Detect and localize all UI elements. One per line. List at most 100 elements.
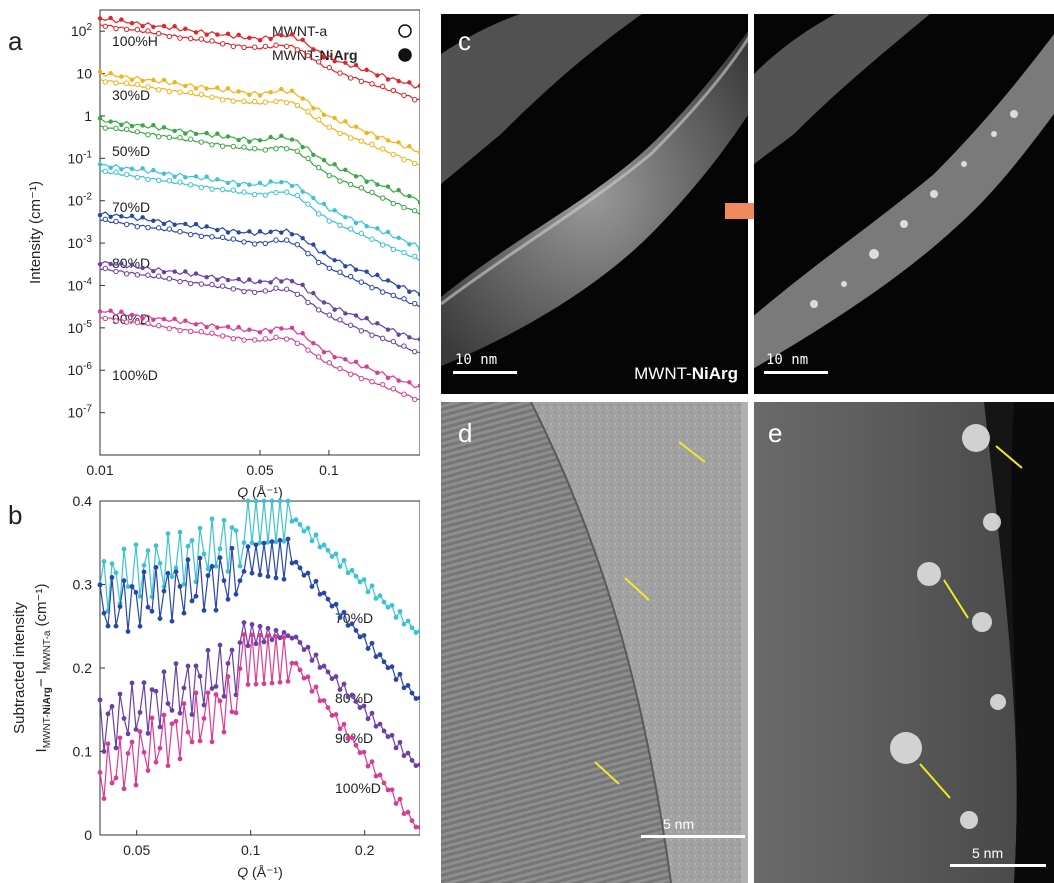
data-point: [417, 149, 420, 155]
data-point: [225, 230, 231, 235]
data-point: [277, 679, 283, 685]
data-point: [257, 93, 263, 98]
data-point: [134, 26, 141, 33]
data-point: [140, 265, 145, 271]
data-point: [345, 694, 351, 700]
data-point: [249, 621, 255, 627]
data-point: [261, 681, 267, 687]
data-point: [332, 258, 337, 263]
data-point: [189, 739, 195, 745]
data-point: [245, 544, 251, 549]
series-line-open: [99, 317, 420, 401]
data-point: [397, 796, 403, 802]
data-point: [204, 324, 209, 330]
data-point: [409, 818, 415, 824]
data-point: [233, 591, 239, 597]
data-point: [219, 41, 226, 47]
data-point: [166, 226, 173, 232]
data-point: [251, 191, 258, 198]
data-point: [209, 94, 215, 100]
data-point: [193, 174, 199, 179]
data-point: [411, 396, 418, 403]
data-point: [129, 584, 135, 589]
data-point: [215, 227, 220, 233]
data-point: [134, 272, 141, 278]
data-point: [113, 623, 119, 629]
data-point: [262, 288, 269, 294]
data-point: [177, 756, 183, 762]
data-point: [189, 598, 195, 604]
data-point: [411, 300, 418, 307]
data-point: [329, 676, 335, 682]
data-point: [230, 335, 237, 342]
data-point: [221, 578, 227, 584]
data-point: [358, 279, 365, 285]
data-point: [337, 178, 343, 184]
data-point: [165, 701, 171, 706]
data-point: [219, 234, 226, 241]
data-point: [209, 516, 215, 522]
data-point: [396, 332, 401, 337]
data-point: [123, 80, 130, 86]
data-point: [301, 675, 307, 681]
data-point: [215, 32, 220, 37]
data-point: [379, 289, 386, 295]
data-point: [113, 169, 119, 175]
data-point: [197, 525, 203, 531]
data-point: [417, 246, 420, 252]
data-point: [377, 652, 383, 658]
data-point: [193, 271, 199, 276]
data-point: [321, 112, 327, 118]
data-point: [161, 125, 167, 130]
data-point: [369, 710, 375, 716]
data-point: [262, 192, 269, 198]
series-label-a: 70%D: [112, 199, 150, 215]
data-point: [140, 78, 145, 83]
data-point: [113, 25, 119, 32]
data-point: [349, 567, 355, 573]
data-point: [155, 322, 162, 329]
data-point: [294, 340, 301, 347]
data-point: [129, 213, 135, 219]
data-point: [326, 64, 333, 71]
data-point: [273, 145, 279, 152]
data-point: [332, 115, 337, 121]
data-point: [268, 229, 273, 235]
data-point: [285, 498, 291, 504]
data-point: [265, 625, 271, 631]
data-point: [215, 177, 220, 182]
data-point: [257, 279, 263, 284]
data-point: [281, 630, 287, 635]
data-point: [109, 704, 115, 709]
data-point: [311, 152, 316, 158]
data-point: [225, 324, 231, 329]
data-point: [301, 647, 307, 653]
data-point: [172, 128, 177, 134]
data-point: [236, 89, 241, 94]
data-point: [326, 360, 333, 366]
data-point: [198, 281, 205, 287]
data-point: [133, 782, 139, 788]
data-point: [205, 690, 211, 696]
data-point: [311, 47, 316, 52]
data-point: [236, 276, 241, 282]
data-point: [396, 235, 401, 240]
data-point: [393, 801, 399, 806]
data-point: [251, 337, 258, 343]
data-point: [281, 538, 287, 544]
data-point: [213, 692, 219, 697]
data-point: [215, 131, 220, 136]
data-point: [257, 632, 263, 638]
data-point: [333, 601, 339, 607]
data-point: [205, 573, 211, 578]
panel-label-b: b: [8, 500, 23, 530]
data-point: [381, 599, 387, 605]
data-point: [102, 23, 109, 30]
data-point: [333, 674, 339, 679]
data-point: [341, 721, 347, 727]
data-point: [241, 632, 247, 638]
arrow-overlay-e: [919, 445, 1023, 799]
data-point: [364, 67, 369, 73]
data-point: [337, 317, 343, 323]
data-point: [236, 32, 241, 38]
